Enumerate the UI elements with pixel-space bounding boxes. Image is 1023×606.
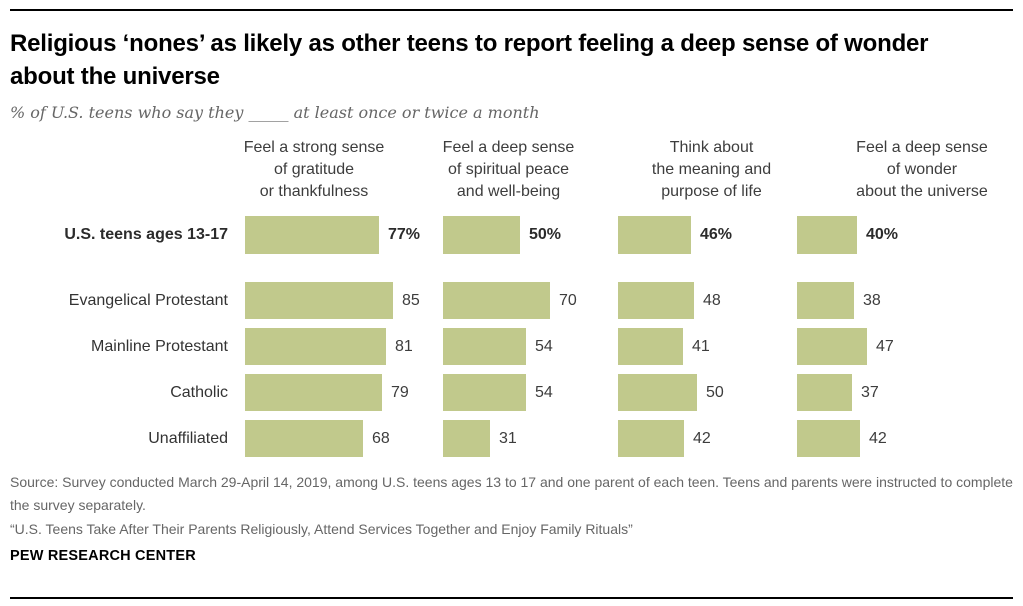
- row-label: Unaffiliated: [148, 429, 228, 447]
- chart-row-mainline: Mainline Protestant 81 54 41 47: [10, 328, 1013, 365]
- bar: [618, 216, 691, 254]
- column-header-meaning-of-life: Think about the meaning and purpose of l…: [651, 139, 772, 200]
- bar-value: 31: [499, 429, 517, 447]
- bottom-rule: [10, 597, 1013, 599]
- row-label: U.S. teens ages 13-17: [64, 226, 228, 243]
- bar-cell: 68: [245, 420, 443, 457]
- bar-cell: 46%: [618, 216, 797, 254]
- bar-value: 42: [869, 429, 887, 447]
- chart-subtitle: % of U.S. teens who say they _____ at le…: [10, 103, 540, 122]
- bar-value: 37: [861, 383, 879, 401]
- bar-value: 50: [706, 383, 724, 401]
- bar: [797, 282, 854, 319]
- bar: [245, 216, 379, 254]
- column-header-spiritual-peace: Feel a deep sense of spiritual peace and…: [442, 139, 575, 200]
- bar: [443, 420, 490, 457]
- bar: [443, 216, 520, 254]
- bar: [443, 282, 550, 319]
- bar: [443, 328, 526, 365]
- bar-value: 48: [703, 291, 721, 309]
- bar-value: 70: [559, 291, 577, 309]
- bar: [797, 420, 860, 457]
- row-label: Mainline Protestant: [91, 337, 228, 355]
- bar: [618, 328, 683, 365]
- bar-cell: 40%: [797, 216, 1013, 254]
- bar: [797, 328, 867, 365]
- bar: [245, 328, 386, 365]
- bar-value: 38: [863, 291, 881, 309]
- column-headers: Feel a strong sense of gratitude or than…: [10, 137, 1013, 203]
- bar: [797, 374, 852, 411]
- bar-value: 81: [395, 337, 413, 355]
- bar: [245, 374, 382, 411]
- bar-cell: 81: [245, 328, 443, 365]
- column-header-gratitude: Feel a strong sense of gratitude or than…: [243, 139, 385, 200]
- chart-row-us-teens: U.S. teens ages 13-17 77% 50% 46% 40%: [10, 216, 1013, 254]
- bar-value: 47: [876, 337, 894, 355]
- header-spacer: [10, 137, 245, 203]
- top-rule: [10, 9, 1013, 11]
- chart-title: Religious ‘nones’ as likely as other tee…: [10, 30, 929, 90]
- bar: [245, 282, 393, 319]
- bar-value: 79: [391, 383, 409, 401]
- bar-value: 41: [692, 337, 710, 355]
- chart-row-catholic: Catholic 79 54 50 37: [10, 374, 1013, 411]
- bar: [443, 374, 526, 411]
- bar: [618, 374, 697, 411]
- bar-cell: 37: [797, 374, 1013, 411]
- bar-cell: 42: [797, 420, 1013, 457]
- bar-cell: 50: [618, 374, 797, 411]
- bar-cell: 85: [245, 282, 443, 319]
- bar-cell: 41: [618, 328, 797, 365]
- chart-row-unaffiliated: Unaffiliated 68 31 42 42: [10, 420, 1013, 457]
- bar-cell: 54: [443, 328, 618, 365]
- bar: [618, 282, 694, 319]
- bar-cell: 50%: [443, 216, 618, 254]
- bar-cell: 42: [618, 420, 797, 457]
- bar-value: 42: [693, 429, 711, 447]
- bar-cell: 54: [443, 374, 618, 411]
- bar: [618, 420, 684, 457]
- pew-chart-card: Religious ‘nones’ as likely as other tee…: [0, 9, 1023, 606]
- bar-cell: 47: [797, 328, 1013, 365]
- bar-cell: 31: [443, 420, 618, 457]
- source-note: Source: Survey conducted March 29-April …: [10, 474, 1013, 513]
- bar-value: 40%: [866, 226, 899, 243]
- report-title: “U.S. Teens Take After Their Parents Rel…: [10, 521, 633, 537]
- chart-row-evangelical: Evangelical Protestant 85 70 48 38: [10, 282, 1013, 319]
- pew-research-center-brand: PEW RESEARCH CENTER: [10, 548, 196, 564]
- bar-value: 50%: [529, 226, 562, 243]
- bar-value: 46%: [700, 226, 733, 243]
- footer: Source: Survey conducted March 29-April …: [10, 471, 1013, 564]
- bar-value: 54: [535, 383, 553, 401]
- bar-value: 54: [535, 337, 553, 355]
- bar: [797, 216, 857, 254]
- bar-cell: 79: [245, 374, 443, 411]
- bar-cell: 70: [443, 282, 618, 319]
- row-label: Evangelical Protestant: [68, 291, 228, 309]
- bar-cell: 48: [618, 282, 797, 319]
- column-header-wonder: Feel a deep sense of wonder about the un…: [856, 139, 988, 200]
- bar-cell: 38: [797, 282, 1013, 319]
- bar-value: 68: [372, 429, 390, 447]
- row-label: Catholic: [170, 383, 228, 401]
- bar-cell: 77%: [245, 216, 443, 254]
- bar-value: 77%: [388, 226, 421, 243]
- bar: [245, 420, 363, 457]
- bar-value: 85: [402, 291, 420, 309]
